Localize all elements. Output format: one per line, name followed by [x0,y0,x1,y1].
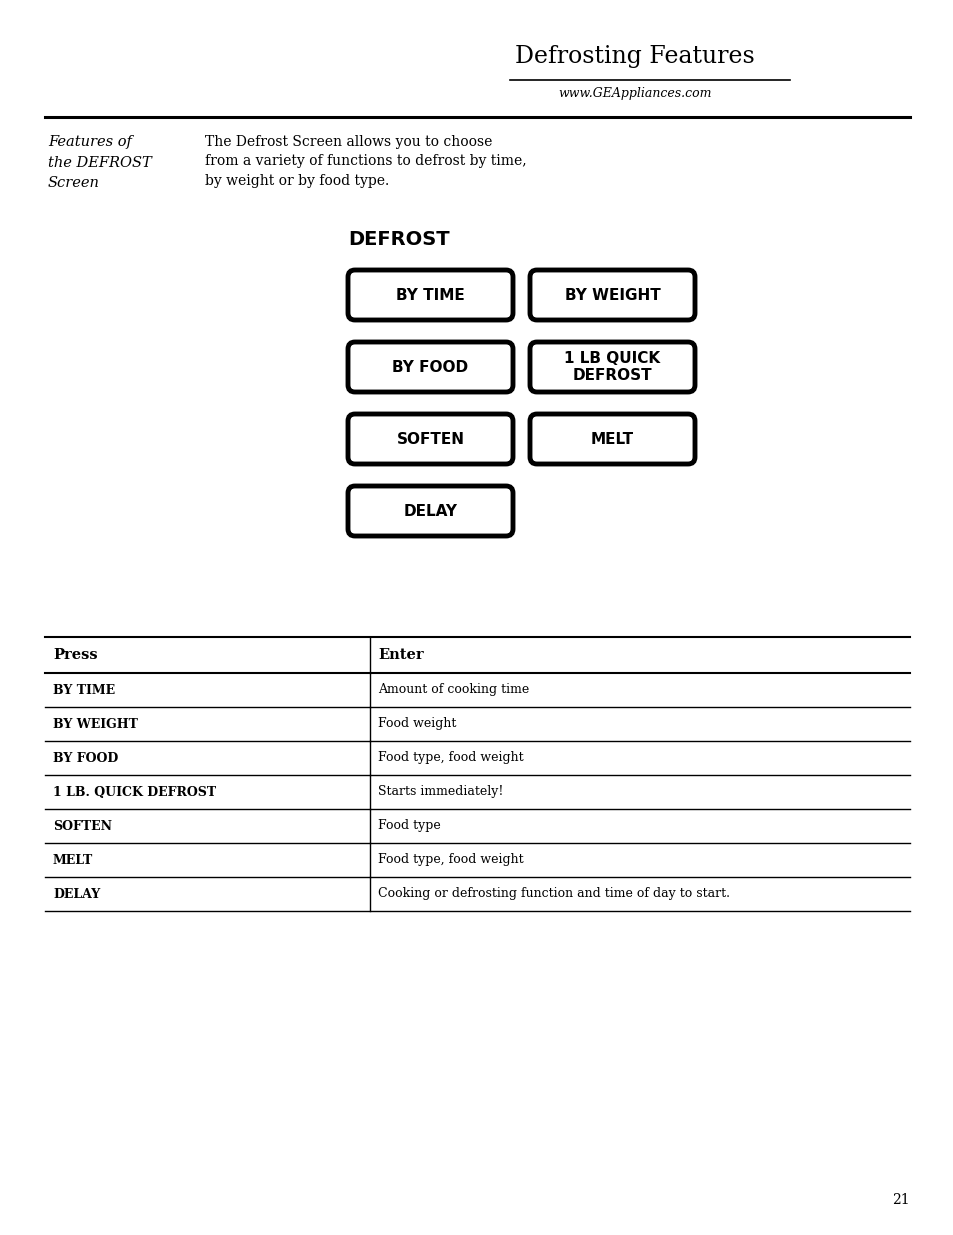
Text: SOFTEN: SOFTEN [53,820,112,832]
FancyBboxPatch shape [530,270,695,320]
Text: Food type, food weight: Food type, food weight [377,853,523,867]
Text: Starts immediately!: Starts immediately! [377,785,503,799]
Text: www.GEAppliances.com: www.GEAppliances.com [558,86,711,100]
FancyBboxPatch shape [348,342,513,391]
Text: BY TIME: BY TIME [53,683,115,697]
Text: The Defrost Screen allows you to choose
from a variety of functions to defrost b: The Defrost Screen allows you to choose … [205,135,526,188]
Text: DELAY: DELAY [403,504,457,519]
FancyBboxPatch shape [348,487,513,536]
Text: Defrosting Features: Defrosting Features [515,44,754,68]
Text: BY FOOD: BY FOOD [53,752,118,764]
FancyBboxPatch shape [530,342,695,391]
FancyBboxPatch shape [530,414,695,464]
Text: DEFROST: DEFROST [348,230,449,249]
Text: Features of
the DEFROST
Screen: Features of the DEFROST Screen [48,135,152,190]
Text: Cooking or defrosting function and time of day to start.: Cooking or defrosting function and time … [377,888,729,900]
Text: Amount of cooking time: Amount of cooking time [377,683,529,697]
Text: DELAY: DELAY [53,888,100,900]
Text: Food type, food weight: Food type, food weight [377,752,523,764]
Text: 1 LB QUICK
DEFROST: 1 LB QUICK DEFROST [564,351,659,383]
Text: BY WEIGHT: BY WEIGHT [53,718,138,730]
Text: Food weight: Food weight [377,718,456,730]
Text: Food type: Food type [377,820,440,832]
Text: SOFTEN: SOFTEN [396,431,464,447]
Text: MELT: MELT [53,853,93,867]
Text: BY FOOD: BY FOOD [392,359,468,374]
Text: 21: 21 [891,1193,909,1207]
FancyBboxPatch shape [348,270,513,320]
Text: MELT: MELT [590,431,634,447]
Text: Enter: Enter [377,648,423,662]
Text: BY WEIGHT: BY WEIGHT [564,288,659,303]
FancyBboxPatch shape [348,414,513,464]
Text: Press: Press [53,648,97,662]
Text: BY TIME: BY TIME [395,288,464,303]
Text: 1 LB. QUICK DEFROST: 1 LB. QUICK DEFROST [53,785,216,799]
